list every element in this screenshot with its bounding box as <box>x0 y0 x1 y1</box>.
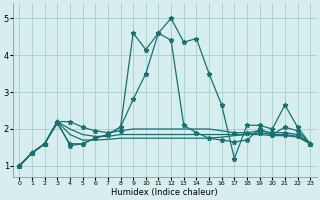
X-axis label: Humidex (Indice chaleur): Humidex (Indice chaleur) <box>111 188 218 197</box>
